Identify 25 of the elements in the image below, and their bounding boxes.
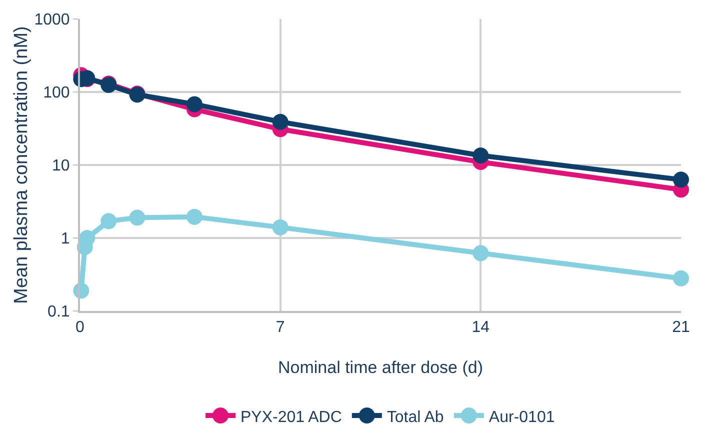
x-tick-label: 14 (472, 319, 490, 336)
x-tick-label: 0 (76, 319, 85, 336)
point (472, 147, 489, 164)
point (79, 230, 96, 246)
point (472, 245, 489, 262)
y-tick-label: 10 (52, 158, 70, 175)
y-tick-label: 1 (60, 230, 70, 248)
x-axis-title: Nominal time after dose (d) (278, 358, 484, 377)
point (272, 114, 288, 130)
y-tick-label: 1000 (34, 12, 70, 29)
point (129, 210, 146, 226)
y-axis-title: Mean plasma concentration (nM) (11, 26, 32, 304)
legend-label: Aur-0101 (488, 408, 555, 426)
point (100, 213, 117, 230)
legend-label: Total Ab (386, 408, 444, 426)
legend-label: PYX-201 ADC (240, 408, 342, 426)
y-tick-label: 100 (43, 84, 70, 102)
x-tick-label: 21 (672, 319, 690, 336)
x-tick-label: 7 (276, 319, 285, 336)
y-tick-label: 0.1 (48, 304, 70, 321)
point (673, 172, 689, 188)
point (186, 208, 202, 225)
point (673, 270, 689, 286)
point (186, 96, 202, 112)
point (272, 219, 288, 236)
